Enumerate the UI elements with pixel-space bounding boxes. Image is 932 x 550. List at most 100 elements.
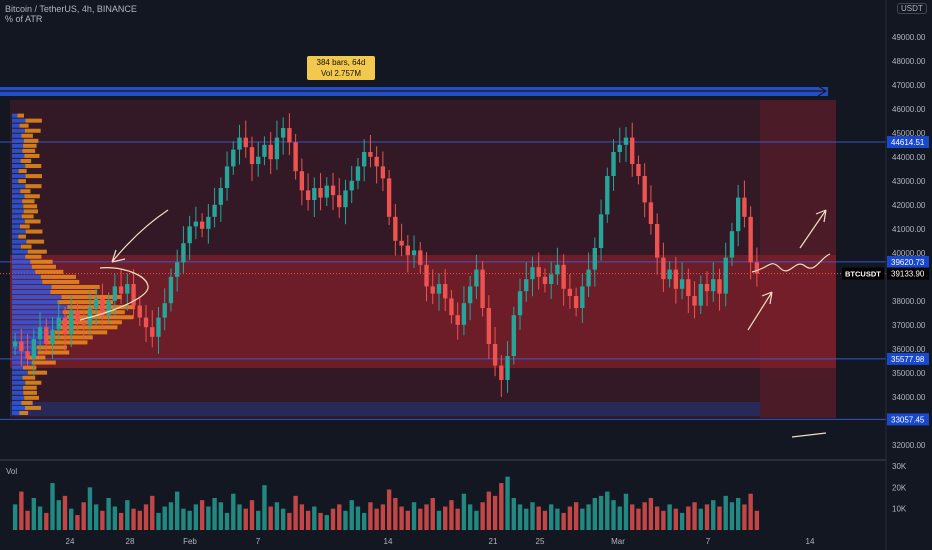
candle-body xyxy=(592,248,597,270)
price-level-label: 44614.51 xyxy=(891,138,925,147)
volume-profile-bar xyxy=(25,405,41,410)
y-tick-label: 41000.00 xyxy=(892,225,926,234)
volume-tick-label: 30K xyxy=(892,462,907,471)
volume-profile-bar xyxy=(12,229,26,234)
candle-body xyxy=(654,224,660,258)
candle-body xyxy=(337,195,342,208)
y-tick-label: 49000.00 xyxy=(892,33,926,42)
candle-body xyxy=(754,262,760,274)
volume-profile-bar xyxy=(19,410,29,415)
volume-bar xyxy=(499,483,504,530)
candle-body xyxy=(37,327,43,340)
candle-body xyxy=(187,226,192,244)
price-level-label: 39620.73 xyxy=(891,258,925,267)
y-tick-label: 40000.00 xyxy=(892,249,926,258)
candle-body xyxy=(19,341,24,352)
volume-profile-bar xyxy=(20,158,32,163)
volume-profile-bar xyxy=(27,370,48,375)
candle-body xyxy=(642,176,647,203)
candle-body xyxy=(368,152,373,157)
candle-body xyxy=(748,216,753,263)
volume-bar xyxy=(25,510,30,530)
volume-profile-bar xyxy=(12,300,58,305)
volume-bar xyxy=(555,508,560,530)
volume-bar xyxy=(617,506,622,530)
volume-bar xyxy=(443,506,448,530)
candle-body xyxy=(474,269,479,287)
volume-profile-bar xyxy=(12,259,31,264)
volume-profile-bar xyxy=(24,219,41,224)
volume-profile-bar xyxy=(12,274,41,279)
candle-body xyxy=(312,188,317,200)
volume-profile-bar xyxy=(31,360,56,365)
volume-bar xyxy=(330,508,336,530)
volume-profile-bar xyxy=(12,340,46,345)
candle-body xyxy=(175,262,180,277)
volume-bar xyxy=(418,508,423,530)
y-tick-label: 45000.00 xyxy=(892,129,926,138)
volume-bar xyxy=(187,510,192,530)
volume-profile-bar xyxy=(25,164,42,169)
volume-profile-bar xyxy=(12,410,20,415)
volume-profile-bar xyxy=(12,189,21,194)
volume-tick-label: 20K xyxy=(892,483,907,492)
volume-profile-bar xyxy=(35,269,64,274)
volume-bar xyxy=(243,508,248,530)
y-tick-label: 46000.00 xyxy=(892,105,926,114)
candle-body xyxy=(256,156,261,164)
volume-bar xyxy=(517,504,523,530)
volume-bar xyxy=(324,515,329,530)
volume-bar xyxy=(37,506,43,530)
x-tick-label: 25 xyxy=(536,537,545,546)
volume-bar xyxy=(561,512,566,530)
candle-body xyxy=(505,356,510,380)
volume-bar xyxy=(343,510,348,530)
candle-body xyxy=(418,250,423,265)
volume-bar xyxy=(249,500,255,530)
candle-body xyxy=(280,128,286,138)
candle-body xyxy=(736,197,741,232)
volume-profile-bar xyxy=(25,254,42,259)
arrow-up-left-drawing xyxy=(111,209,169,263)
candle-body xyxy=(704,284,710,292)
candle-body xyxy=(486,308,492,344)
volume-bar xyxy=(262,485,267,530)
volume-bar xyxy=(280,508,286,530)
volume-bar xyxy=(368,502,373,530)
volume-bar xyxy=(293,495,298,530)
candle-body xyxy=(31,339,36,359)
volume-profile-bar xyxy=(36,345,67,350)
candle-body xyxy=(330,185,336,196)
volume-bar xyxy=(711,500,716,530)
candle-body xyxy=(87,308,93,325)
candle-body xyxy=(218,188,223,205)
volume-bar xyxy=(131,508,136,530)
volume-profile-bar xyxy=(51,284,100,289)
volume-bar xyxy=(69,508,74,530)
candle-body xyxy=(305,190,311,200)
candle-body xyxy=(524,279,529,292)
chart-symbol-title: Bitcoin / TetherUS, 4h, BINANCE xyxy=(5,4,137,14)
volume-bar xyxy=(287,512,292,530)
volume-profile-bar xyxy=(12,199,23,204)
volume-profile-bar xyxy=(18,179,26,184)
volume-bar xyxy=(567,506,573,530)
candle-body xyxy=(168,276,174,304)
candle-body xyxy=(143,317,149,328)
volume-bar xyxy=(636,508,641,530)
volume-profile-bar xyxy=(25,174,42,179)
volume-bar xyxy=(748,493,753,530)
volume-bar xyxy=(380,504,386,530)
candle-body xyxy=(480,269,485,308)
volume-bar xyxy=(717,506,722,530)
volume-profile-bar xyxy=(23,390,37,395)
candle-body xyxy=(573,296,579,308)
volume-bar xyxy=(337,504,342,530)
currency-badge[interactable]: USDT xyxy=(897,3,927,14)
volume-profile-bar xyxy=(12,345,37,350)
candle-body xyxy=(268,144,273,160)
volume-profile-bar xyxy=(12,295,62,300)
bell-curve-drawing xyxy=(79,267,149,321)
volume-bar xyxy=(729,502,735,530)
